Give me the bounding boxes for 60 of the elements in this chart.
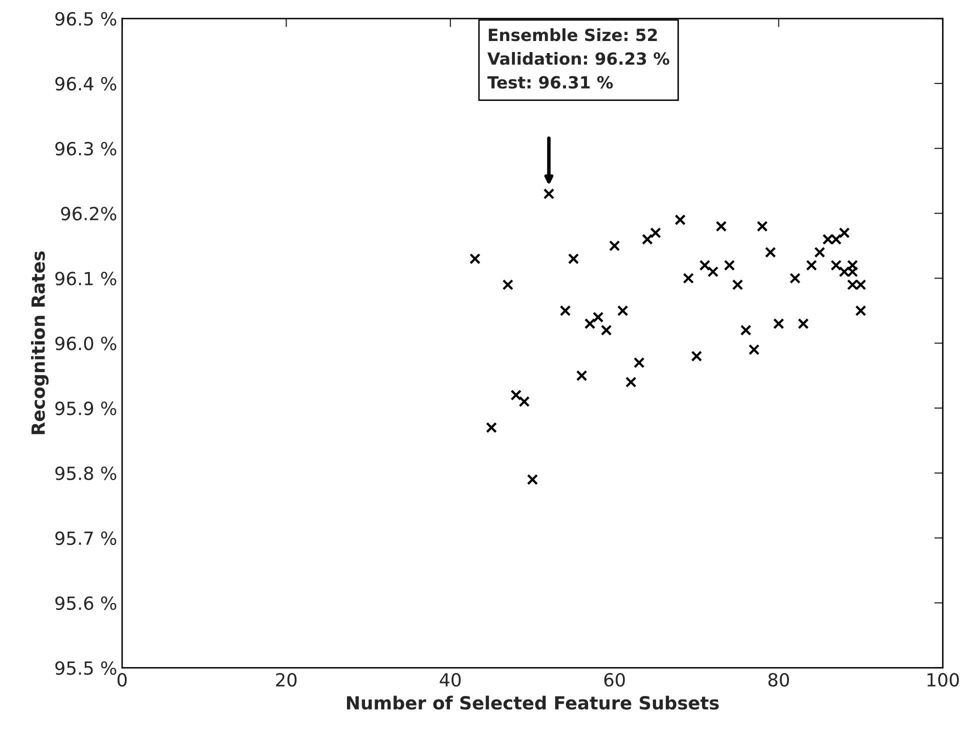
point (790, 272, 801, 284)
point (584, 318, 596, 330)
point (773, 318, 784, 330)
point (526, 474, 538, 486)
point (682, 272, 694, 284)
point (724, 260, 735, 271)
y-tick-label: 95.6 % (55, 596, 116, 610)
y-tick-label: 95.8 % (55, 466, 116, 480)
point (650, 227, 662, 238)
point (756, 220, 768, 232)
point (740, 324, 752, 336)
point (838, 227, 850, 238)
y-tick-label: 95.5 % (55, 661, 116, 675)
point (560, 305, 571, 316)
y-tick-label: 96.4 % (55, 76, 116, 91)
point (634, 357, 645, 368)
point (814, 246, 826, 258)
point (798, 318, 809, 330)
point (847, 260, 858, 271)
point (510, 390, 522, 401)
point (642, 234, 653, 245)
x-tick-label: 0 (118, 672, 127, 687)
point (806, 260, 817, 271)
point (691, 350, 702, 362)
point (748, 344, 760, 356)
y-tick-label: 96.1 % (55, 272, 116, 286)
point (625, 376, 636, 388)
y-tick-label: 95.7 % (55, 531, 116, 546)
point (699, 260, 710, 271)
point (486, 422, 497, 434)
y-tick-label: 96.0 % (55, 336, 116, 350)
y-tick-label: 96.2% (61, 206, 116, 220)
point (674, 214, 686, 226)
point (600, 324, 612, 336)
point (543, 188, 554, 200)
point (576, 370, 588, 382)
x-tick-label: 80 (768, 672, 789, 687)
point (764, 246, 776, 258)
annotation: Ensemble Size: 52 Validation: 96.23 % Test: 96.31 % (487, 28, 670, 89)
y-tick-label: 96.3 % (55, 142, 116, 156)
x-axis-title: Number of Selected Feature Subsets (346, 696, 719, 710)
point (470, 253, 481, 264)
point (617, 305, 628, 316)
point (592, 312, 604, 323)
point (830, 260, 842, 271)
x-tick-label: 100 (928, 672, 959, 687)
point (502, 279, 514, 290)
point (568, 253, 579, 264)
point (518, 396, 530, 408)
point (855, 305, 866, 316)
y-axis-title: Recognition Rates (30, 251, 49, 434)
y-tick-label: 95.9 % (55, 402, 116, 416)
x-tick-label: 20 (276, 672, 297, 687)
x-tick-label: 60 (604, 672, 625, 687)
point (708, 266, 719, 278)
point (609, 240, 620, 252)
point (732, 279, 744, 290)
x-tick-label: 40 (440, 672, 461, 687)
y-tick-label: 96.5 % (55, 12, 116, 26)
point (716, 220, 727, 232)
